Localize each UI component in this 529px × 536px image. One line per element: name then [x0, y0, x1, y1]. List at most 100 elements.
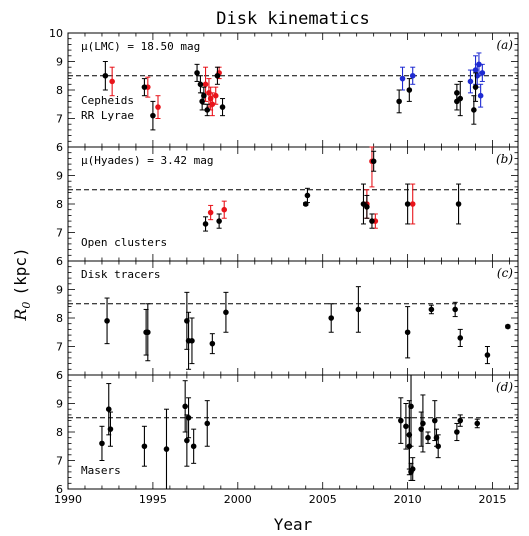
- data-point: [189, 338, 195, 344]
- data-point: [364, 204, 370, 210]
- data-point: [212, 92, 219, 99]
- data-point: [474, 420, 481, 427]
- panel-annotation: Disk tracers: [81, 268, 160, 281]
- data-point: [505, 323, 511, 330]
- x-tick-label: 1995: [139, 493, 167, 506]
- panel-label: (d): [496, 380, 513, 394]
- data-point: [396, 98, 402, 105]
- data-point: [197, 81, 204, 88]
- data-point: [209, 340, 216, 347]
- panel-a: 6 7 8 9 10 (a) μ(LMC) = 18.50 mag Cepheids RR Ly…: [49, 27, 519, 154]
- data-point: [471, 107, 477, 113]
- data-point: [472, 84, 479, 90]
- data-point: [202, 221, 209, 227]
- panel-b: 6 7 8 9 (b) μ(Hyades) = 3.42 mag Open clusters: [56, 146, 519, 268]
- data-point: [409, 72, 416, 79]
- data-point: [216, 218, 222, 224]
- y-tick-label: 8: [56, 426, 63, 439]
- y-tick-label: 10: [49, 27, 63, 40]
- data-point: [360, 201, 367, 207]
- y-axis-label-sub: 0: [20, 302, 33, 309]
- data-point: [201, 92, 207, 99]
- panel-annotation: Cepheids: [81, 94, 134, 107]
- x-tick-label: 2010: [394, 493, 422, 506]
- y-tick-label: 8: [56, 198, 63, 211]
- y-tick-label: 6: [56, 369, 63, 382]
- y-tick-label: 9: [56, 170, 63, 183]
- y-tick-label: 7: [56, 113, 63, 126]
- panel-d: 6 7 8 9 1990 1995 2000 2005 2010 2015 (d) Masers: [54, 374, 519, 506]
- chart-title: Disk kinematics: [216, 9, 370, 29]
- panel-c: 6 7 8 9 (c) Disk tracers: [56, 260, 519, 382]
- y-tick-label: 8: [56, 312, 63, 325]
- data-point: [467, 78, 474, 85]
- data-point: [163, 446, 170, 452]
- panel-label: (a): [496, 38, 513, 52]
- x-tick-label: 2015: [479, 493, 507, 506]
- data-point: [223, 309, 229, 316]
- data-point: [204, 420, 211, 427]
- x-tick-label: 1990: [54, 493, 82, 506]
- y-axis-label: R0 (kpc): [11, 247, 33, 321]
- y-tick-label: 7: [56, 227, 63, 240]
- panel-annotation: μ(LMC) = 18.50 mag: [81, 40, 200, 53]
- data-point: [145, 329, 151, 336]
- data-point: [107, 426, 114, 432]
- data-point: [207, 209, 214, 216]
- data-point: [304, 192, 311, 199]
- data-point: [221, 206, 228, 213]
- y-tick-label: 6: [56, 141, 63, 154]
- panel-annotation: μ(Hyades) = 3.42 mag: [81, 154, 213, 167]
- data-point: [420, 420, 426, 427]
- x-tick-label: 2000: [224, 493, 252, 506]
- panel-label: (c): [497, 266, 513, 280]
- data-point: [409, 201, 416, 207]
- y-tick-label: 7: [56, 341, 63, 354]
- data-point: [204, 107, 211, 113]
- y-axis-label-main: R: [11, 309, 30, 322]
- data-point: [457, 95, 464, 102]
- panel-label: (b): [496, 152, 513, 166]
- data-point: [369, 218, 375, 224]
- data-point: [408, 469, 414, 475]
- data-point: [190, 443, 197, 450]
- data-point: [185, 414, 192, 421]
- y-tick-label: 7: [56, 455, 63, 468]
- y-tick-label: 6: [56, 483, 63, 496]
- x-tick-label: 2005: [309, 493, 337, 506]
- data-point: [150, 112, 156, 119]
- panel-annotation: Masers: [81, 464, 121, 477]
- y-tick-label: 8: [56, 84, 63, 97]
- data-point: [102, 72, 109, 79]
- panels-group: 6 7 8 9 10 (a) μ(LMC) = 18.50 mag Cepheids RR Ly…: [49, 27, 519, 506]
- data-point: [302, 201, 309, 207]
- data-point: [194, 70, 200, 76]
- data-point: [477, 92, 484, 99]
- x-axis-label: Year: [274, 515, 313, 534]
- data-point: [219, 104, 226, 110]
- data-point: [454, 429, 460, 435]
- y-axis-label-unit: (kpc): [11, 247, 30, 295]
- data-point: [457, 335, 464, 341]
- data-point: [214, 72, 221, 79]
- y-tick-label: 9: [56, 398, 63, 411]
- data-point: [454, 98, 460, 105]
- data-point: [370, 158, 377, 165]
- data-point: [104, 318, 110, 324]
- data-point: [431, 417, 438, 424]
- data-point: [404, 201, 411, 207]
- data-point: [484, 352, 491, 358]
- data-point: [399, 75, 406, 82]
- panel-frame: [67, 374, 519, 490]
- data-point: [406, 87, 413, 93]
- panel-annotation: Open clusters: [81, 236, 167, 249]
- data-point: [479, 70, 486, 76]
- y-tick-label: 6: [56, 255, 63, 268]
- data-point: [404, 329, 411, 336]
- data-point: [328, 315, 335, 321]
- data-point: [105, 406, 112, 413]
- data-point: [202, 81, 209, 88]
- y-tick-label: 9: [56, 56, 63, 69]
- data-point: [141, 443, 148, 450]
